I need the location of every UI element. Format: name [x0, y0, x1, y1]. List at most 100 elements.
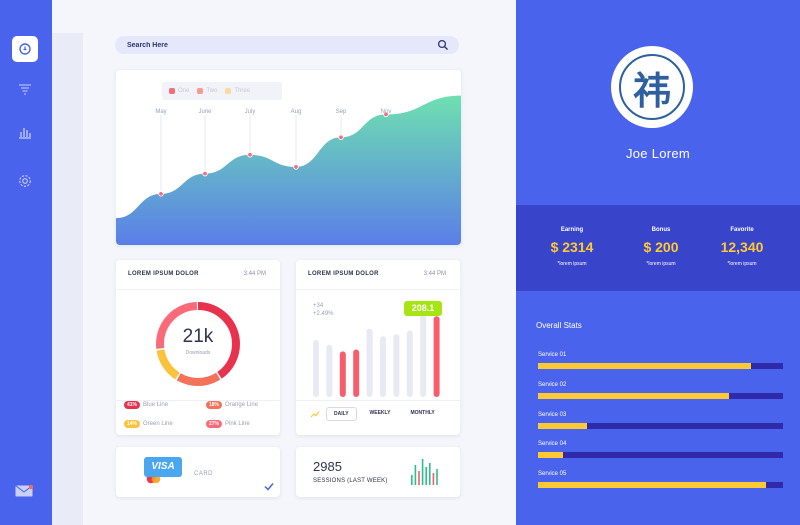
- mail-icon[interactable]: [15, 485, 33, 497]
- bar: [380, 336, 386, 397]
- search-input[interactable]: [127, 39, 427, 51]
- service-progress-track: [538, 393, 783, 399]
- sidebar: [0, 0, 52, 525]
- legend-item[interactable]: Two: [197, 88, 217, 94]
- service-row: Service 03: [538, 412, 783, 429]
- data-point: [383, 111, 389, 118]
- bar: [353, 349, 360, 397]
- divider: [116, 289, 280, 290]
- legend-item[interactable]: One: [169, 88, 189, 94]
- legend-badge: 41% Blue Line: [124, 401, 168, 409]
- percent-pill: 14%: [124, 420, 141, 428]
- service-label: Service 03: [538, 412, 567, 418]
- bar: [339, 351, 346, 397]
- legend-item[interactable]: Three: [225, 88, 250, 94]
- card-title: LOREM IPSUM DOLOR: [128, 271, 199, 277]
- area-chart: May June July Aug Sep Nov: [116, 95, 461, 245]
- badge-label: Blue Line: [143, 402, 169, 408]
- legend-swatch: [197, 88, 204, 94]
- tab-weekly[interactable]: WEEKLY: [369, 410, 391, 416]
- search-icon[interactable]: [437, 39, 449, 51]
- sessions-mini-chart: [411, 459, 438, 485]
- service-progress-track: [538, 482, 783, 488]
- bar: [326, 344, 333, 397]
- data-point: [338, 134, 344, 141]
- service-row: Service 02: [538, 382, 783, 399]
- data-point: [202, 170, 208, 177]
- service-progress-track: [538, 363, 783, 369]
- x-tick-label: June: [198, 109, 212, 115]
- legend-badge: 27% Pink Line: [206, 420, 250, 428]
- stat-value: $ 200: [643, 239, 679, 255]
- service-progress-track: [538, 423, 783, 429]
- user-name: Joe Lorem: [625, 146, 691, 161]
- bar: [366, 328, 373, 397]
- sessions-label: SESSIONS (LAST WEEK): [313, 478, 388, 484]
- data-point: [247, 152, 253, 158]
- x-tick-label: July: [245, 109, 256, 115]
- stat-label: Bonus: [651, 227, 671, 233]
- chart-legend: One Two Three: [162, 82, 282, 100]
- overall-stats-title: Overall Stats: [536, 321, 582, 330]
- x-tick-label: Sep: [336, 109, 347, 115]
- stat-bonus: Bonus $ 200 *lorem ipsum: [621, 227, 701, 267]
- card-label: CARD: [194, 471, 214, 477]
- bar-chart-icon[interactable]: [17, 124, 33, 140]
- legend-badge: 18% Orange Line: [206, 401, 258, 409]
- service-row: Service 01: [538, 352, 783, 369]
- legend-swatch: [169, 88, 175, 94]
- mini-bar: [418, 471, 420, 485]
- filter-icon[interactable]: [17, 81, 33, 97]
- check-icon[interactable]: [264, 482, 274, 491]
- mini-bar: [414, 465, 417, 485]
- stats-band: Earning $ 2314 *lorem ipsum Bonus $ 200 *lore…: [516, 205, 800, 291]
- x-tick-label: Aug: [291, 109, 302, 115]
- gear-icon[interactable]: [17, 173, 33, 189]
- divider: [296, 400, 460, 401]
- stat-label: Earning: [560, 227, 584, 233]
- x-tick-label: Nov: [381, 109, 392, 115]
- bar-chart: [313, 306, 440, 397]
- donut-segment: [156, 302, 240, 386]
- donut-chart: [156, 302, 240, 386]
- service-row: Service 05: [538, 471, 783, 488]
- avatar[interactable]: 祎: [611, 46, 693, 128]
- payment-card[interactable]: VISA CARD: [116, 447, 280, 497]
- bar-stat-percent: +2.49%: [313, 311, 334, 317]
- tab-monthly[interactable]: MONTHLY: [410, 410, 435, 416]
- mini-bar: [421, 459, 424, 485]
- power-icon[interactable]: [12, 36, 38, 62]
- stat-value: 12,340: [720, 239, 764, 255]
- data-point: [158, 191, 164, 197]
- bar-stat-delta: +34: [313, 303, 324, 309]
- x-tick-label: May: [155, 109, 166, 115]
- stat-earning: Earning $ 2314 *lorem ipsum: [532, 227, 612, 267]
- sessions-value: 2985: [313, 459, 342, 474]
- service-row: Service 04: [538, 441, 783, 458]
- divider: [296, 289, 460, 290]
- stat-note: *lorem ipsum: [646, 261, 676, 267]
- bar: [420, 306, 427, 397]
- search-bar[interactable]: [115, 36, 459, 54]
- bar-chart-card: LOREM IPSUM DOLOR 3:44 PM +34 +2.49% 208…: [296, 260, 460, 435]
- bar: [313, 340, 319, 397]
- service-progress-fill: [538, 452, 563, 458]
- tab-daily[interactable]: DAILY: [326, 407, 357, 421]
- stat-note: *lorem ipsum: [557, 261, 587, 267]
- data-point: [293, 164, 299, 170]
- bar: [406, 330, 413, 397]
- stat-note: *lorem ipsum: [727, 261, 757, 267]
- service-label: Service 02: [538, 382, 567, 388]
- visa-logo: VISA: [144, 457, 182, 477]
- donut-subtitle: Downloads: [185, 350, 211, 356]
- service-progress-fill: [538, 423, 587, 429]
- bar: [433, 316, 440, 397]
- service-progress-fill: [538, 482, 766, 488]
- stat-value: $ 2314: [550, 239, 594, 255]
- service-progress-fill: [538, 393, 730, 399]
- mini-bar: [432, 473, 435, 485]
- area-chart-card: May June July Aug Sep Nov One Two Three: [116, 70, 461, 245]
- donut-segment: [156, 302, 240, 386]
- sessions-card: 2985 SESSIONS (LAST WEEK): [296, 447, 460, 497]
- legend-label: One: [178, 88, 190, 94]
